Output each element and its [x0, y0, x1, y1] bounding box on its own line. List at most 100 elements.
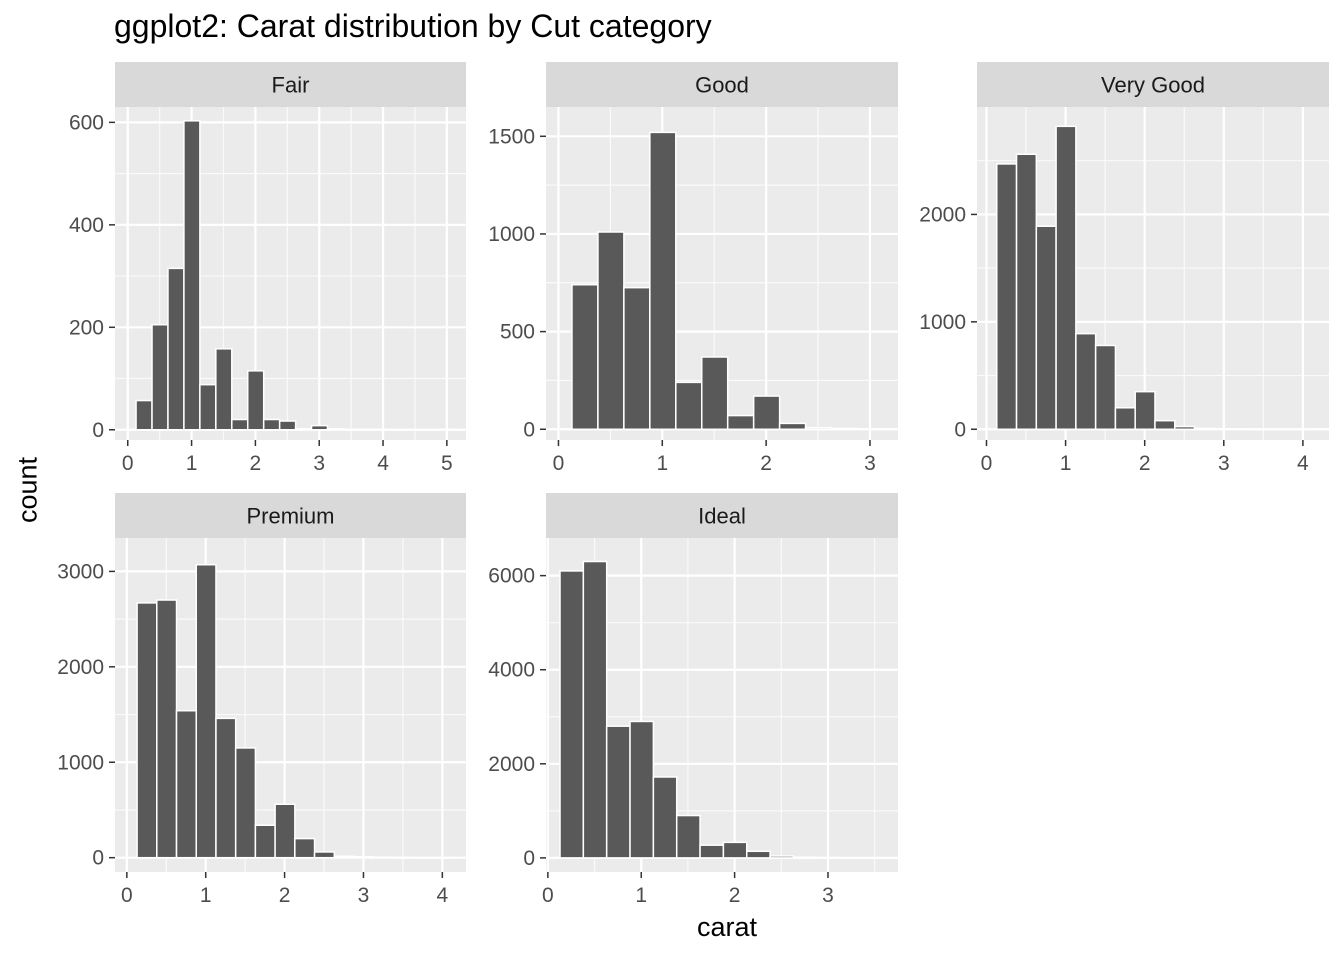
histogram-bar — [778, 422, 807, 431]
facet-very-good: Very Good 0 1 2 3 4 0 1000 2000 — [919, 62, 1329, 475]
histogram-bar — [156, 599, 178, 859]
histogram-bar — [310, 424, 329, 431]
facet-strip — [546, 62, 898, 107]
histogram-bar — [278, 420, 297, 431]
x-tick-label: 5 — [441, 452, 453, 475]
histogram-bar — [1174, 425, 1196, 431]
facet-strip-label: Ideal — [698, 504, 746, 529]
x-tick-label: 2 — [729, 884, 741, 907]
histogram-bar — [1114, 407, 1136, 431]
histogram-bar — [372, 856, 395, 859]
y-tick-label: 2000 — [488, 753, 535, 776]
x-tick-label: 2 — [760, 452, 772, 475]
x-tick-label: 0 — [122, 452, 134, 475]
histogram-bar — [167, 267, 185, 431]
histogram-bar — [274, 803, 296, 859]
y-tick-label: 0 — [92, 419, 104, 442]
histogram-bar — [652, 776, 678, 859]
histogram-bar — [804, 426, 833, 431]
histogram-bar — [215, 717, 237, 859]
y-tick-label: 1000 — [488, 223, 535, 246]
y-tick-label: 4000 — [488, 659, 535, 682]
x-tick-label: 1 — [1060, 452, 1072, 475]
histogram-bar — [1154, 419, 1176, 431]
facet-strip — [546, 493, 898, 538]
x-tick-label: 1 — [635, 884, 647, 907]
y-tick-label: 0 — [92, 847, 104, 870]
histogram-bar — [722, 841, 748, 859]
x-tick-label: 3 — [313, 452, 325, 475]
y-tick-label: 600 — [69, 111, 104, 134]
histogram-bar — [830, 427, 859, 431]
y-tick-label: 1000 — [919, 311, 966, 334]
histogram-bar — [438, 428, 456, 431]
facet-strip-label: Good — [695, 73, 749, 98]
y-tick-label: 200 — [69, 316, 104, 339]
histogram-bar — [313, 851, 336, 859]
x-tick-label: 0 — [121, 884, 133, 907]
histogram-bar — [816, 856, 841, 859]
x-axis-label: carat — [696, 912, 758, 942]
histogram-bar — [135, 399, 153, 431]
histogram-bar — [246, 370, 265, 431]
x-tick-label: 3 — [358, 884, 370, 907]
histogram-bar — [1015, 153, 1038, 431]
histogram-bar — [1094, 344, 1117, 431]
facet-strip-label: Fair — [272, 73, 310, 98]
histogram-bar — [839, 856, 865, 859]
x-tick-label: 2 — [250, 452, 262, 475]
facet-strip — [115, 493, 466, 538]
y-tick-label: 0 — [523, 418, 535, 441]
x-tick-label: 4 — [377, 452, 389, 475]
histogram-bar — [675, 814, 701, 859]
histogram-bar — [623, 286, 651, 431]
facet-strip-label: Premium — [246, 504, 334, 529]
histogram-bar — [996, 163, 1018, 431]
histogram-bar — [231, 418, 249, 431]
histogram-bar — [183, 120, 201, 431]
histogram-bar — [195, 563, 217, 859]
y-tick-label: 2000 — [919, 203, 966, 226]
histogram-bar — [1075, 332, 1097, 431]
histogram-bar — [559, 570, 585, 859]
x-tick-label: 2 — [279, 884, 291, 907]
y-tick-label: 0 — [523, 847, 535, 870]
facet-strip — [977, 62, 1329, 107]
y-tick-label: 0 — [954, 418, 966, 441]
chart-title: ggplot2: Carat distribution by Cut categ… — [114, 8, 712, 44]
x-axis-label-container: carat — [0, 912, 1344, 943]
histogram-bar — [294, 837, 316, 859]
histogram-bar — [856, 428, 885, 431]
x-tick-label: 3 — [822, 884, 834, 907]
histogram-bar — [333, 855, 355, 859]
histogram-bar — [792, 856, 818, 859]
histogram-bar — [342, 428, 361, 431]
histogram-bar — [699, 844, 725, 859]
histogram-bar — [175, 709, 197, 859]
histogram-bar — [151, 323, 169, 431]
histogram-bar — [1035, 225, 1057, 431]
facet-ideal: Ideal 0 1 2 3 0 2000 4000 6000 — [488, 493, 898, 907]
histogram-bar — [1193, 427, 1216, 431]
histogram-bar — [326, 427, 345, 431]
histogram-bar — [262, 418, 281, 431]
x-tick-label: 0 — [981, 452, 993, 475]
x-tick-label: 0 — [553, 452, 565, 475]
histogram-bar — [432, 856, 454, 859]
facet-fair: Fair 0 1 2 3 4 5 0 200 400 600 — [69, 62, 466, 475]
histogram-bar — [374, 428, 393, 431]
facet-strip-label: Very Good — [1101, 73, 1205, 98]
histogram-bar — [412, 856, 434, 859]
x-tick-label: 1 — [200, 884, 212, 907]
histogram-bar — [136, 602, 158, 859]
y-tick-label: 3000 — [57, 560, 104, 583]
y-tick-label: 1000 — [57, 751, 104, 774]
histogram-bar — [1055, 125, 1077, 431]
histogram-bar — [769, 855, 795, 859]
histogram-bar — [605, 725, 631, 859]
histogram-bar — [1292, 428, 1314, 431]
x-tick-label: 0 — [542, 884, 554, 907]
facet-premium: Premium 0 1 2 3 4 0 1000 2000 3000 — [57, 493, 466, 907]
histogram-bar — [234, 747, 257, 859]
y-axis-label: count — [12, 456, 43, 524]
